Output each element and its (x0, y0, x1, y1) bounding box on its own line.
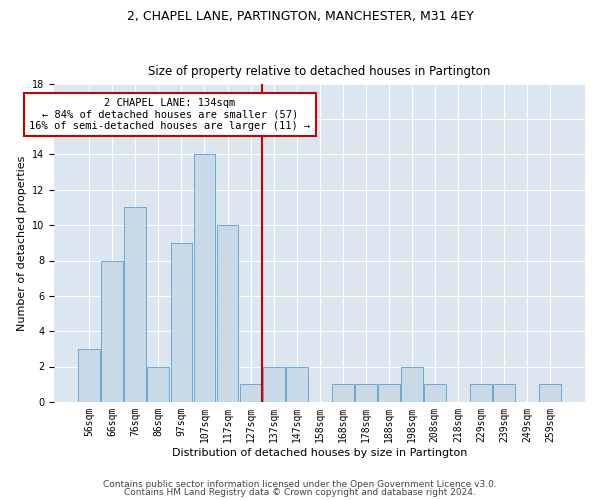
Bar (263, 366, 284, 402)
Bar (355, 384, 377, 402)
Bar (124, 208, 146, 402)
Bar (239, 384, 262, 402)
Bar (194, 154, 215, 402)
Bar (101, 260, 124, 402)
Text: 2 CHAPEL LANE: 134sqm
← 84% of detached houses are smaller (57)
16% of semi-deta: 2 CHAPEL LANE: 134sqm ← 84% of detached … (29, 98, 311, 131)
Bar (401, 366, 422, 402)
Bar (378, 384, 400, 402)
Bar (332, 384, 353, 402)
Bar (148, 366, 169, 402)
Bar (217, 225, 238, 402)
Bar (493, 384, 515, 402)
Y-axis label: Number of detached properties: Number of detached properties (17, 155, 26, 330)
Bar (539, 384, 561, 402)
Bar (424, 384, 446, 402)
Bar (170, 243, 193, 402)
X-axis label: Distribution of detached houses by size in Partington: Distribution of detached houses by size … (172, 448, 467, 458)
Bar (286, 366, 308, 402)
Text: Contains HM Land Registry data © Crown copyright and database right 2024.: Contains HM Land Registry data © Crown c… (124, 488, 476, 497)
Bar (79, 349, 100, 402)
Bar (470, 384, 492, 402)
Text: Contains public sector information licensed under the Open Government Licence v3: Contains public sector information licen… (103, 480, 497, 489)
Text: 2, CHAPEL LANE, PARTINGTON, MANCHESTER, M31 4EY: 2, CHAPEL LANE, PARTINGTON, MANCHESTER, … (127, 10, 473, 23)
Title: Size of property relative to detached houses in Partington: Size of property relative to detached ho… (148, 66, 491, 78)
